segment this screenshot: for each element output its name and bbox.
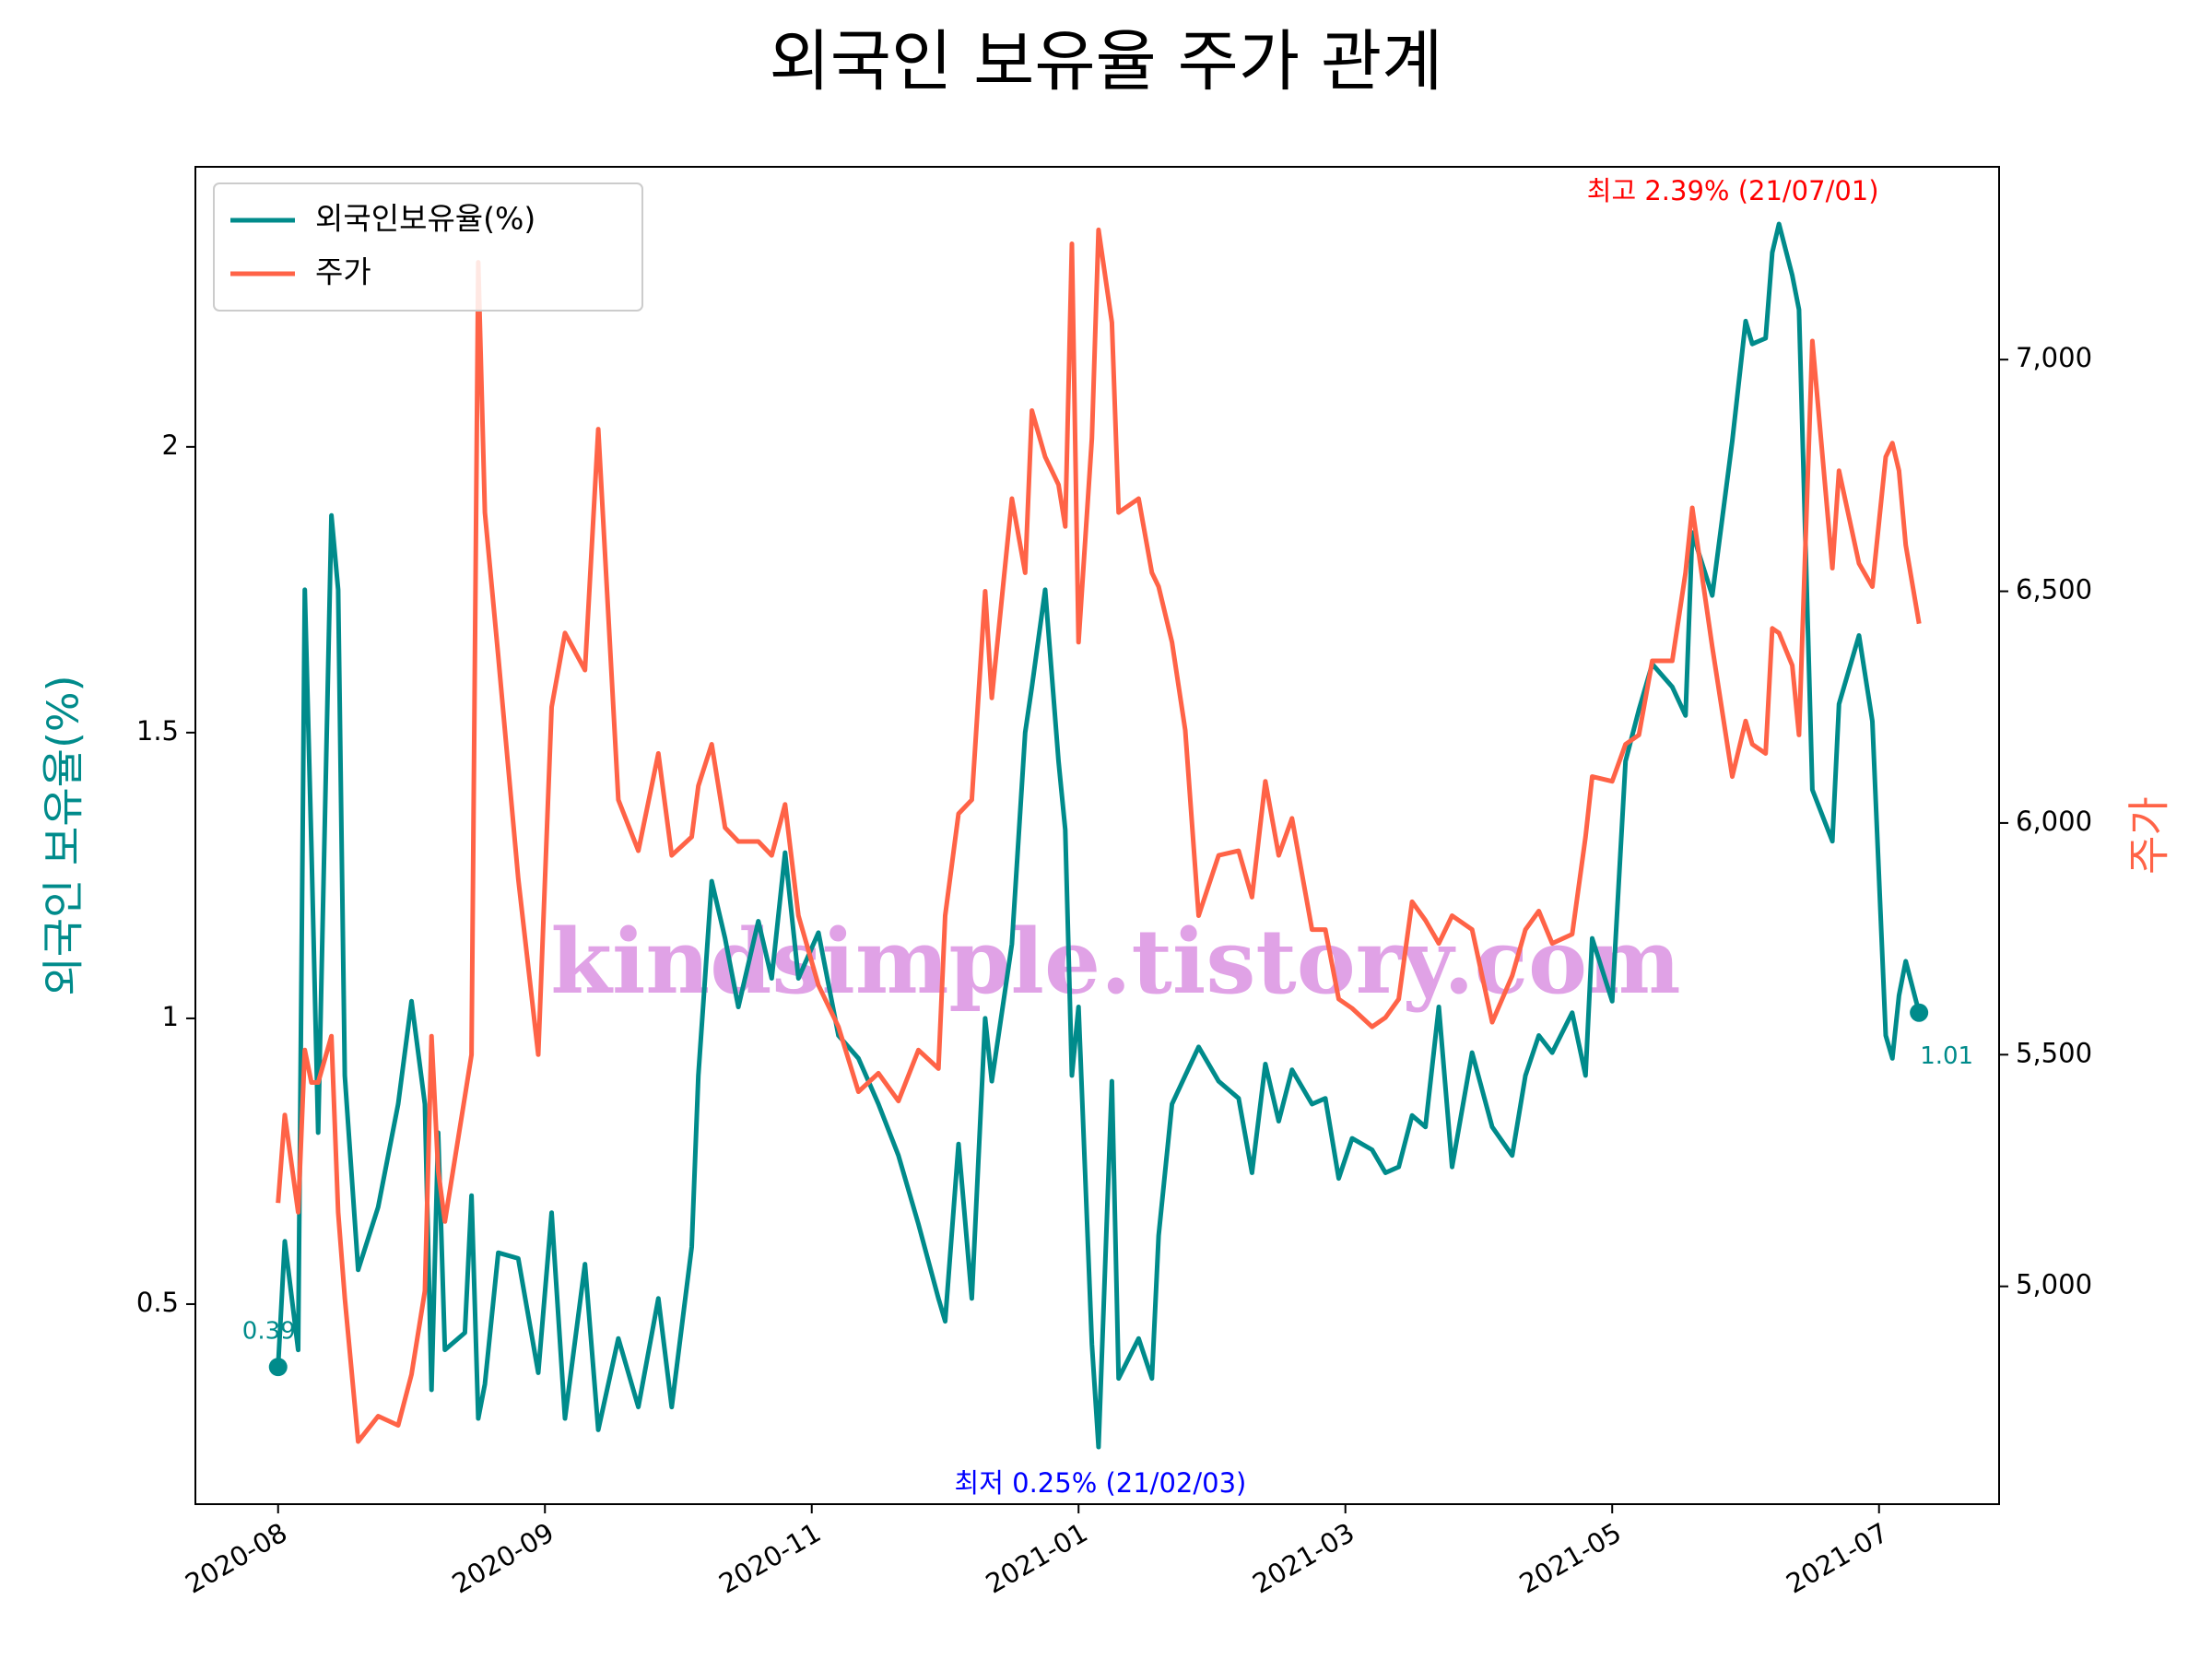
y-tick-label: 1.5	[136, 715, 179, 747]
plot-frame	[194, 166, 2000, 1505]
legend-label: 주가	[315, 254, 371, 290]
annotation: 최저 0.25% (21/02/03)	[955, 1467, 1247, 1499]
y-tick-label: 0.5	[136, 1287, 179, 1318]
endpoint-dot	[268, 1358, 288, 1377]
y2-tick-label: 5,000	[2016, 1269, 2092, 1300]
x-tick-label: 2021-05	[1514, 1517, 1627, 1600]
x-tick-label: 2021-01	[981, 1517, 1093, 1600]
y2-tick-label: 6,500	[2016, 574, 2092, 606]
x-tick-label: 2021-03	[1247, 1517, 1359, 1600]
endpoint-dot	[1910, 1003, 1929, 1022]
annotation: 최고 2.39% (21/07/01)	[1587, 175, 1879, 206]
y2-tick-label: 7,000	[2016, 342, 2092, 373]
annotation: 0.39	[242, 1318, 296, 1346]
annotation: 1.01	[1920, 1042, 1973, 1070]
y2-tick-label: 6,000	[2016, 806, 2092, 837]
y2-tick-label: 5,500	[2016, 1037, 2092, 1068]
y-tick-label: 2	[162, 429, 179, 461]
y-axis-label: 외국인 보유율(%)	[39, 675, 88, 995]
chart-title: 외국인 보유율 주가 관계	[769, 23, 1442, 100]
x-tick-label: 2020-11	[713, 1517, 826, 1600]
series-line	[276, 227, 1922, 1444]
series-line	[276, 221, 1922, 1450]
y-tick-label: 1	[162, 1001, 179, 1032]
x-tick-label: 2021-07	[1781, 1517, 1893, 1600]
legend-box	[213, 182, 643, 312]
x-tick-label: 2020-09	[447, 1517, 559, 1600]
x-tick-label: 2020-08	[180, 1517, 292, 1600]
legend-label: 외국인보유율(%)	[315, 201, 535, 237]
y2-axis-label: 주가	[2124, 796, 2174, 875]
